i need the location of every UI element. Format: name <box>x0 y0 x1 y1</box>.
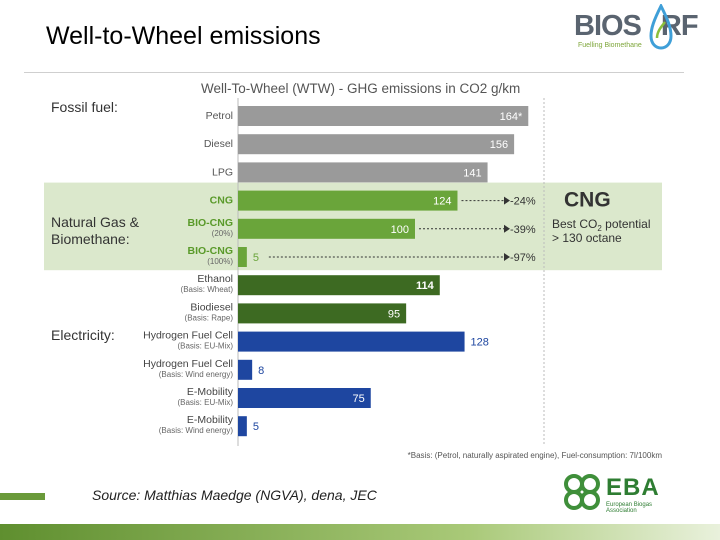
bar-value-label: 114 <box>416 280 435 292</box>
category-label: LPG <box>212 166 233 178</box>
category-label: Hydrogen Fuel Cell <box>143 358 233 370</box>
reduction-label: -97% <box>510 252 536 264</box>
group-label-natural-gas: Natural Gas & Biomethane: <box>51 214 140 247</box>
source-citation: Source: Matthias Maedge (NGVA), dena, JE… <box>92 487 377 503</box>
callout-line-2: > 130 octane <box>552 231 622 245</box>
group-label-fossil-fuel: Fossil fuel: <box>51 99 118 115</box>
bar-value-label: 156 <box>490 139 508 151</box>
bar-value-label: 128 <box>471 337 489 349</box>
bar <box>238 134 515 155</box>
category-label: E-Mobility <box>187 386 234 398</box>
bar <box>238 359 253 380</box>
reduction-arrow-head <box>504 196 510 205</box>
bar <box>238 388 371 408</box>
bar <box>238 275 440 296</box>
bar <box>238 218 415 239</box>
biosurf-logo-wordmark: BIOS RF <box>574 10 699 42</box>
droplet-icon <box>649 4 673 50</box>
callout-line-1: Best CO2 potential <box>552 217 651 233</box>
group-label-electricity: Electricity: <box>51 327 115 343</box>
category-sublabel: (20%) <box>212 229 234 238</box>
bar-value-label: 124 <box>433 196 451 208</box>
category-label: Diesel <box>204 138 233 150</box>
eba-emblem-icon <box>564 474 600 510</box>
category-label: BIO-CNG <box>188 217 234 229</box>
biosurf-logo-tagline: Fuelling Biomethane <box>578 42 642 49</box>
reduction-label: -39% <box>510 224 536 236</box>
eba-logo: EBA European Biogas Association <box>560 470 680 514</box>
callout-heading: CNG <box>564 189 611 212</box>
bar <box>238 303 407 324</box>
category-sublabel: (Basis: Wind energy) <box>159 426 234 435</box>
bar <box>238 162 488 183</box>
category-sublabel: (Basis: EU-Mix) <box>177 398 233 407</box>
category-label: CNG <box>210 195 233 207</box>
bar-value-label: 75 <box>353 393 365 405</box>
reduction-label: -24% <box>510 196 536 208</box>
bar-value-label: 5 <box>253 421 259 433</box>
category-sublabel: (Basis: Wind energy) <box>159 370 234 379</box>
bar <box>238 247 247 267</box>
category-label: E-Mobility <box>187 414 234 426</box>
reduction-arrow-head <box>504 253 510 261</box>
left-accent-bar <box>0 493 45 500</box>
category-label: Hydrogen Fuel Cell <box>143 330 233 342</box>
reduction-arrow-head <box>504 224 510 233</box>
bar <box>238 331 465 352</box>
bar <box>238 416 247 437</box>
biosurf-logo: BIOS RF Fuelling Biomethane <box>574 4 714 54</box>
slide-title: Well-to-Wheel emissions <box>46 22 321 50</box>
bar <box>238 190 458 211</box>
bar <box>238 106 529 126</box>
chart-footnote: *Basis: (Petrol, naturally aspirated eng… <box>408 451 663 460</box>
chart-title: Well-To-Wheel (WTW) - GHG emissions in C… <box>201 81 520 96</box>
category-label: Ethanol <box>197 273 233 285</box>
title-divider <box>24 72 684 73</box>
category-sublabel: (Basis: EU-Mix) <box>177 342 233 351</box>
bar-value-label: 141 <box>463 167 481 179</box>
category-label: Biodiesel <box>190 301 233 313</box>
category-label: BIO-CNG <box>188 245 234 257</box>
category-sublabel: (Basis: Rape) <box>185 313 234 322</box>
wtw-emissions-chart: Well-To-Wheel (WTW) - GHG emissions in C… <box>44 81 663 460</box>
eba-wordmark: EBA <box>606 474 660 501</box>
category-sublabel: (100%) <box>207 257 233 266</box>
bar-value-label: 8 <box>258 365 264 377</box>
category-label: Petrol <box>206 110 233 122</box>
bottom-band <box>0 524 720 540</box>
eba-tagline: European Biogas Association <box>606 502 653 514</box>
bar-value-label: 95 <box>388 308 400 320</box>
category-sublabel: (Basis: Wheat) <box>181 285 234 294</box>
bar-value-label: 164* <box>500 111 523 123</box>
bar-value-label: 100 <box>391 224 409 236</box>
bar-value-label: 5 <box>253 252 259 264</box>
